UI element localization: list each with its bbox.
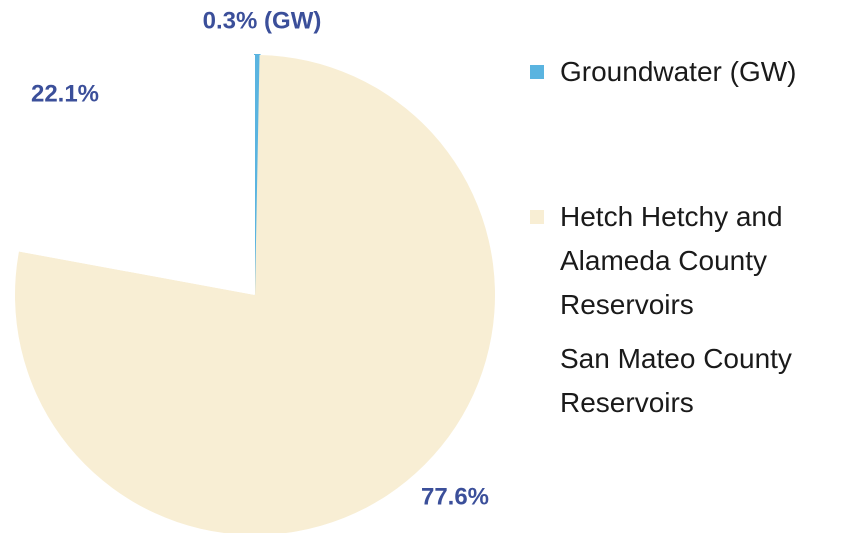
value-label: 0.3% (GW)	[203, 7, 322, 34]
legend-label: Hetch Hetchy and Alameda County Reservoi…	[560, 201, 783, 320]
legend-swatch	[530, 210, 544, 224]
legend-swatch	[530, 352, 544, 366]
legend-label: Groundwater (GW)	[560, 56, 797, 87]
legend-label: San Mateo County Reservoirs	[560, 343, 792, 418]
value-label: 22.1%	[31, 80, 99, 107]
pie-slice	[18, 55, 256, 295]
pie-slice	[15, 55, 495, 533]
value-label: 77.6%	[421, 483, 489, 510]
pie-slice	[254, 53, 261, 296]
legend-swatch	[530, 65, 544, 79]
